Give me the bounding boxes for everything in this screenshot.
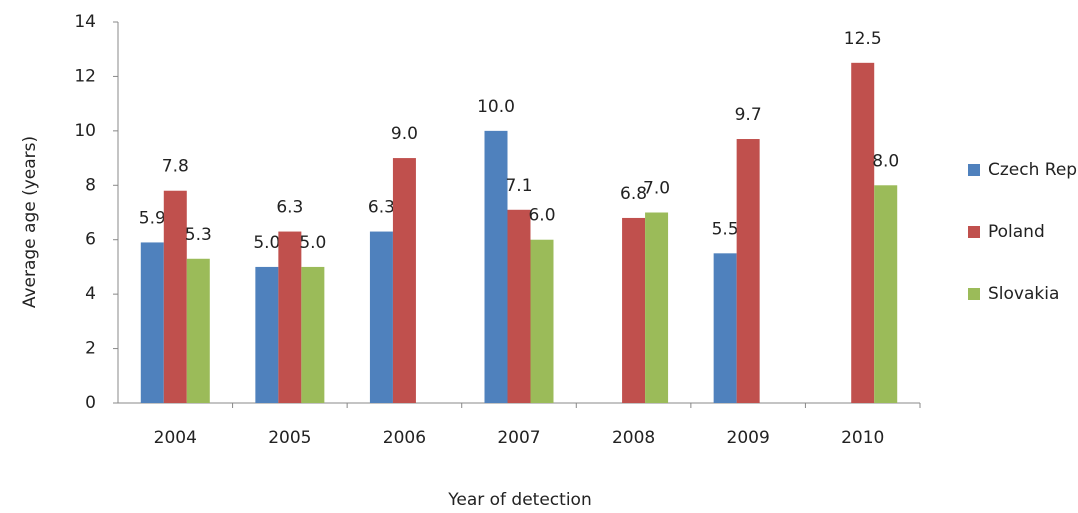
bar bbox=[851, 62, 875, 403]
value-label: 5.5 bbox=[712, 219, 739, 239]
value-label: 7.1 bbox=[505, 176, 532, 196]
x-tick-label: 2009 bbox=[727, 428, 770, 448]
value-label: 6.3 bbox=[368, 198, 395, 218]
value-label: 9.0 bbox=[391, 124, 418, 144]
bar bbox=[713, 253, 737, 403]
bar bbox=[645, 212, 669, 403]
value-label: 6.8 bbox=[620, 184, 647, 204]
value-label: 7.8 bbox=[162, 157, 189, 177]
value-label: 5.0 bbox=[253, 233, 280, 253]
bar bbox=[301, 266, 325, 403]
value-label: 8.0 bbox=[872, 151, 899, 171]
bar bbox=[140, 242, 164, 403]
bar bbox=[255, 266, 279, 403]
x-tick-label: 2005 bbox=[268, 428, 311, 448]
legend-swatch bbox=[968, 288, 980, 300]
y-tick-label: 8 bbox=[85, 175, 96, 195]
bar bbox=[392, 158, 416, 403]
legend-label: Poland bbox=[988, 222, 1045, 242]
bar bbox=[278, 231, 302, 403]
x-tick-label: 2006 bbox=[383, 428, 426, 448]
y-tick-label: 0 bbox=[85, 393, 96, 413]
y-tick-label: 10 bbox=[74, 121, 96, 141]
value-label: 12.5 bbox=[844, 29, 882, 49]
y-axis-label: Average age (years) bbox=[20, 136, 40, 308]
bar bbox=[163, 190, 187, 403]
legend-swatch bbox=[968, 164, 980, 176]
y-tick-label: 2 bbox=[85, 339, 96, 359]
value-label: 6.3 bbox=[276, 198, 303, 218]
value-label: 10.0 bbox=[477, 97, 515, 117]
value-label: 5.9 bbox=[139, 208, 166, 228]
value-label: 7.0 bbox=[643, 179, 670, 199]
legend-swatch bbox=[968, 226, 980, 238]
bar bbox=[369, 231, 393, 403]
y-tick-label: 6 bbox=[85, 230, 96, 250]
x-tick-label: 2004 bbox=[154, 428, 197, 448]
y-tick-label: 4 bbox=[85, 284, 96, 304]
bar bbox=[736, 139, 760, 403]
bar bbox=[186, 258, 210, 403]
value-label: 6.0 bbox=[528, 206, 555, 226]
legend-label: Slovakia bbox=[988, 284, 1059, 304]
bar bbox=[622, 217, 646, 403]
x-tick-label: 2007 bbox=[497, 428, 540, 448]
legend-label: Czech Rep bbox=[988, 160, 1077, 180]
bar bbox=[484, 130, 508, 403]
value-label: 5.3 bbox=[185, 225, 212, 245]
x-tick-label: 2010 bbox=[841, 428, 884, 448]
value-label: 9.7 bbox=[735, 105, 762, 125]
x-tick-label: 2008 bbox=[612, 428, 655, 448]
value-label: 5.0 bbox=[299, 233, 326, 253]
y-tick-label: 14 bbox=[74, 12, 96, 32]
x-axis-label: Year of detection bbox=[447, 490, 591, 510]
bar bbox=[507, 209, 531, 403]
y-tick-label: 12 bbox=[74, 66, 96, 86]
bar bbox=[530, 239, 554, 403]
bar bbox=[874, 185, 898, 403]
